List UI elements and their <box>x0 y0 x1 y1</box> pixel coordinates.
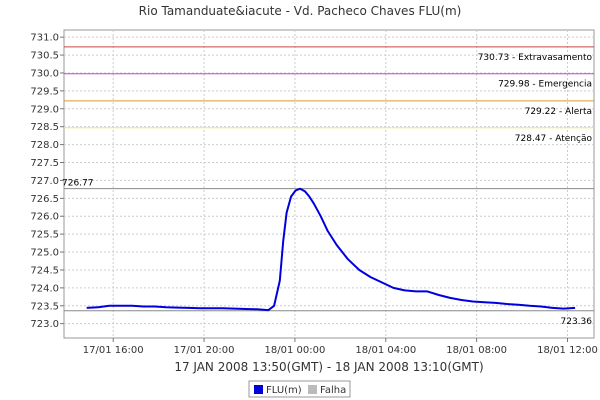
reference-line-label: 729.98 - Emergencia <box>498 80 592 90</box>
x-tick-label: 18/01 04:00 <box>355 345 416 356</box>
legend: FLU(m) Falha <box>248 380 351 398</box>
y-tick-label: 725.5 <box>30 230 59 241</box>
legend-swatch <box>254 385 263 394</box>
y-tick-label: 730.0 <box>30 68 59 79</box>
y-tick-label: 726.0 <box>30 212 59 223</box>
x-axis: 17/01 16:00 17/01 20:00 18/01 00:00 18/01 0… <box>83 338 598 356</box>
y-tick-label: 723.0 <box>30 319 59 330</box>
y-tick-label: 729.5 <box>30 86 59 97</box>
legend-label: Falha <box>320 385 346 396</box>
y-axis: 731.0 730.5 730.0 729.5 729.0 728.5 728.0 727.5… <box>30 33 64 330</box>
reference-line-label: 729.22 - Alerta <box>525 107 592 117</box>
legend-box <box>248 380 351 398</box>
reference-line-label: 728.47 - Atenção <box>515 134 593 144</box>
reference-line-label: 726.77 <box>62 179 94 189</box>
y-tick-label: 725.0 <box>30 248 59 259</box>
x-tick-label: 18/01 00:00 <box>265 345 326 356</box>
y-tick-label: 730.5 <box>30 51 59 62</box>
y-tick-label: 728.5 <box>30 122 59 133</box>
y-tick-label: 728.0 <box>30 140 59 151</box>
x-tick-label: 18/01 08:00 <box>446 345 507 356</box>
y-tick-label: 727.5 <box>30 158 59 169</box>
y-tick-label: 729.0 <box>30 104 59 115</box>
y-tick-label: 727.0 <box>30 176 59 187</box>
y-tick-label: 723.5 <box>30 301 59 312</box>
reference-lines: 730.73 - Extravasamento 729.98 - Emergenc… <box>62 46 594 327</box>
legend-label: FLU(m) <box>266 385 302 396</box>
y-tick-label: 724.5 <box>30 265 59 276</box>
y-tick-label: 724.0 <box>30 283 59 294</box>
x-tick-label: 17/01 20:00 <box>174 345 235 356</box>
legend-swatch <box>308 385 317 394</box>
x-axis-label: 17 JAN 2008 13:50(GMT) - 18 JAN 2008 13:… <box>174 360 483 374</box>
x-tick-label: 18/01 12:00 <box>537 345 598 356</box>
series-layer <box>86 187 576 312</box>
reference-line-label: 730.73 - Extravasamento <box>478 53 593 63</box>
series-line-flu <box>86 187 576 312</box>
grid <box>64 30 594 338</box>
chart-title: Rio Tamanduate&iacute - Vd. Pacheco Chav… <box>139 4 462 18</box>
y-tick-label: 726.5 <box>30 194 59 205</box>
y-tick-label: 731.0 <box>30 33 59 44</box>
reference-line-label: 723.36 <box>561 317 593 327</box>
x-tick-label: 17/01 16:00 <box>83 345 144 356</box>
plot-area <box>63 29 595 339</box>
